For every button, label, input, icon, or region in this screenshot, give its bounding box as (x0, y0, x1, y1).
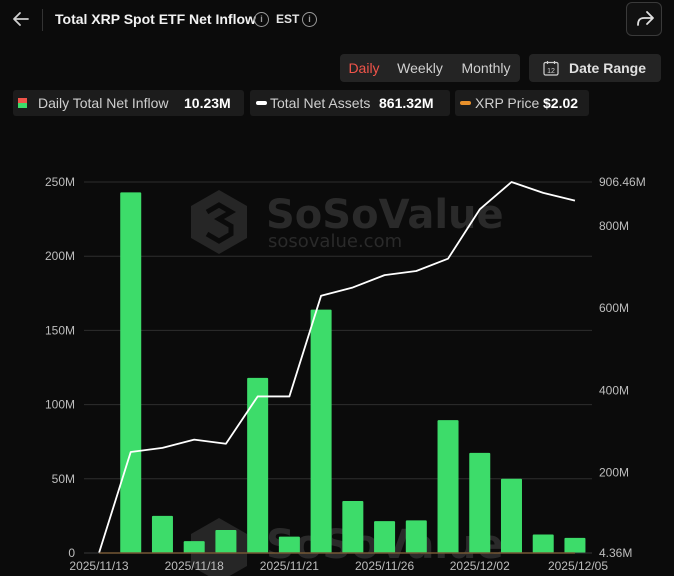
left-tick-label: 150M (45, 323, 75, 337)
legend-label: Daily Total Net Inflow (38, 95, 169, 111)
right-tick-label: 200M (599, 466, 629, 480)
tab-monthly[interactable]: Monthly (461, 60, 511, 76)
legend-total-net-assets[interactable]: Total Net Assets 861.32M (250, 90, 450, 116)
tab-daily[interactable]: Daily (348, 60, 380, 76)
back-button[interactable] (10, 8, 32, 30)
legend-label: Total Net Assets (270, 95, 371, 111)
line-series-icon (460, 101, 471, 105)
header-divider (42, 9, 43, 31)
sosovalue-logo-icon (191, 190, 247, 254)
inflow-bar (278, 536, 300, 553)
inflow-bar (469, 452, 491, 553)
inflow-bar (374, 521, 396, 553)
bar-series-icon (18, 98, 27, 108)
page-title: Total XRP Spot ETF Net Inflow (55, 11, 256, 27)
right-tick-label: 600M (599, 301, 629, 315)
x-tick-label: 2025/11/18 (165, 559, 224, 573)
inflow-bar (247, 377, 269, 553)
share-button[interactable] (626, 2, 662, 36)
svg-text:12: 12 (547, 68, 555, 75)
inflow-bar (500, 478, 522, 553)
header-bar: Total XRP Spot ETF Net Inflow i EST i (0, 0, 674, 40)
inflow-bar (437, 420, 459, 553)
right-axis: 4.36M 200M 400M 600M 800M 906.46M (599, 175, 646, 560)
right-tick-label: 400M (599, 383, 629, 397)
inflow-bar (342, 501, 364, 553)
inflow-bars (120, 192, 586, 553)
right-tick-label: 4.36M (599, 546, 632, 560)
x-tick-label: 2025/11/26 (355, 559, 414, 573)
left-tick-label: 250M (45, 175, 75, 189)
legend-value: 861.32M (379, 95, 434, 111)
timezone-info-icon[interactable]: i (302, 12, 317, 27)
inflow-bar (532, 534, 554, 553)
left-tick-label: 100M (45, 398, 75, 412)
x-tick-label: 2025/11/21 (260, 559, 319, 573)
inflow-bar (183, 541, 205, 553)
timezone-label: EST (276, 12, 300, 26)
calendar-icon: 12 (543, 61, 559, 76)
left-axis: 0 50M 100M 150M 200M 250M (45, 175, 75, 560)
net-assets-line (98, 181, 576, 554)
left-tick-label: 200M (45, 249, 75, 263)
share-icon (637, 11, 654, 26)
watermark-url: sosovalue.com (268, 231, 402, 252)
right-tick-label: 906.46M (599, 175, 646, 189)
inflow-bar (151, 515, 173, 553)
x-tick-label: 2025/12/02 (450, 559, 510, 573)
tab-weekly[interactable]: Weekly (397, 60, 443, 76)
arrow-left-icon (13, 12, 29, 26)
line-series-icon (256, 101, 267, 105)
inflow-bar (405, 520, 427, 553)
watermark-brand: SoSoValue (266, 192, 504, 238)
inflow-bar (564, 537, 586, 553)
legend-label: XRP Price (475, 95, 540, 111)
x-tick-label: 2025/12/05 (548, 559, 608, 573)
legend-daily-net-inflow[interactable]: Daily Total Net Inflow 10.23M (13, 90, 244, 116)
x-axis: 2025/11/13 2025/11/18 2025/11/21 2025/11/26… (69, 552, 608, 573)
legend-value: 10.23M (184, 95, 231, 111)
x-tick-label: 2025/11/13 (69, 559, 128, 573)
period-toggle: Daily Weekly Monthly (340, 54, 520, 82)
inflow-bar (215, 529, 237, 553)
date-range-button[interactable]: 12 Date Range (529, 54, 661, 82)
title-info-icon[interactable]: i (254, 12, 269, 27)
legend-value: $2.02 (543, 95, 579, 111)
inflow-bar (120, 192, 142, 553)
inflow-bar (310, 309, 332, 553)
right-tick-label: 800M (599, 219, 629, 233)
left-tick-label: 0 (68, 546, 75, 560)
date-range-label: Date Range (569, 60, 647, 76)
legend-xrp-price[interactable]: XRP Price $2.02 (455, 90, 589, 116)
left-tick-label: 50M (52, 472, 75, 486)
